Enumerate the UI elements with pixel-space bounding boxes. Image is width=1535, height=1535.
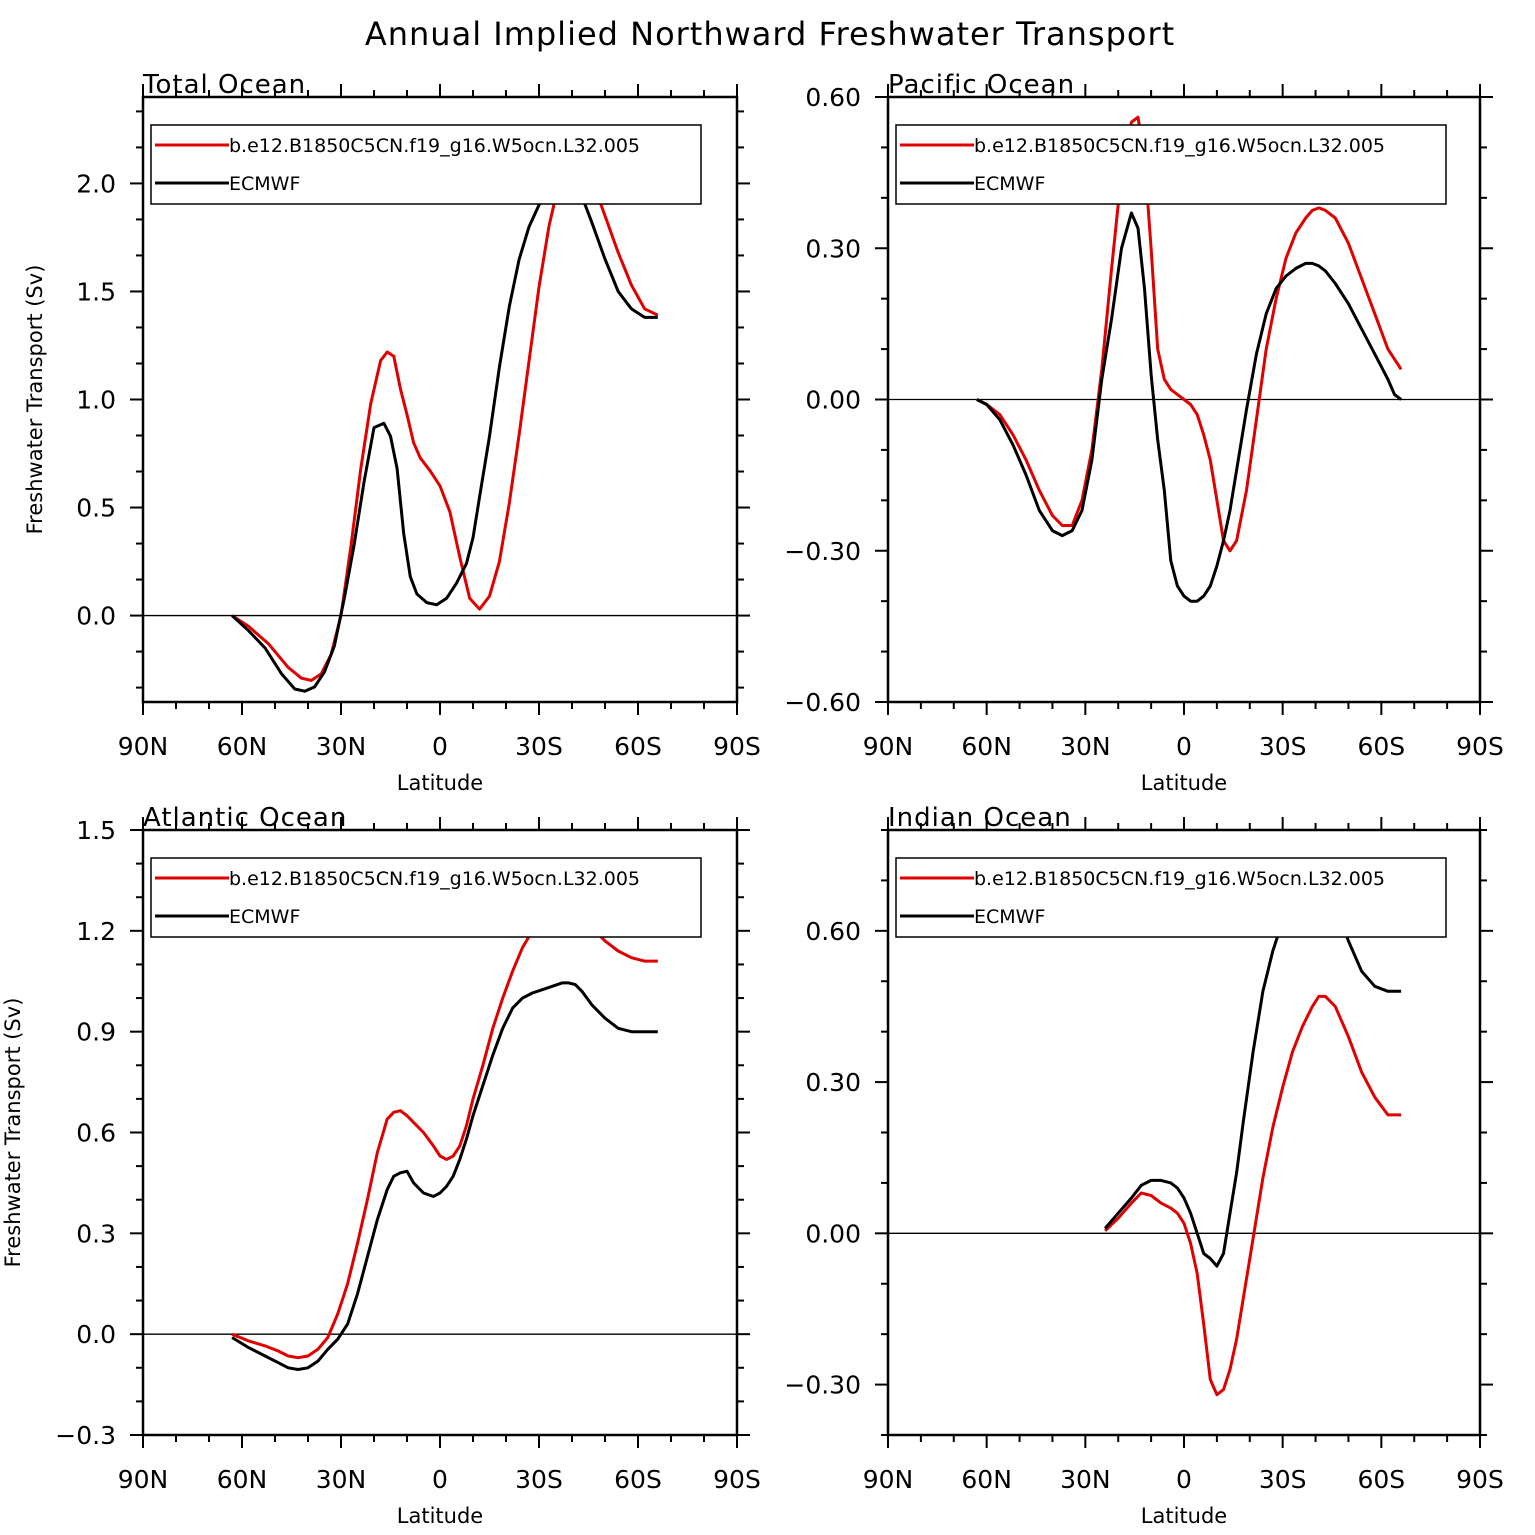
x-tick-label: 90S — [1456, 1465, 1504, 1494]
x-tick-label: 60S — [1357, 732, 1405, 761]
y-tick-label: 0.60 — [805, 83, 861, 112]
series-line-model — [976, 115, 1403, 553]
x-tick-label: 60S — [614, 732, 662, 761]
legend-label: b.e12.B1850C5CN.f19_g16.W5ocn.L32.005 — [974, 868, 1385, 890]
y-tick-label: 0.0 — [76, 602, 116, 631]
panel-title: Total Ocean — [142, 70, 306, 100]
x-tick-label: 60N — [961, 732, 1012, 761]
x-tick-label: 30S — [1259, 732, 1307, 761]
x-tick-label: 90N — [118, 1465, 169, 1494]
y-tick-label: 0.00 — [805, 386, 861, 415]
x-tick-label: 90S — [1456, 732, 1504, 761]
x-axis-label: Latitude — [397, 1504, 483, 1528]
y-tick-label: −0.60 — [784, 688, 861, 717]
y-axis-label: Freshwater Transport (Sv) — [23, 265, 47, 535]
legend-box — [150, 857, 702, 938]
x-tick-label: 60N — [217, 1465, 268, 1494]
x-tick-label: 60S — [1357, 1465, 1405, 1494]
x-axis-label: Latitude — [1141, 771, 1227, 795]
panel-3: Atlantic Ocean 90N 60N 30N 0 30S 60S 90S −0.3 0.0… — [1, 803, 761, 1528]
y-tick-label: 0.3 — [76, 1219, 116, 1248]
y-tick-label: 0.6 — [76, 1119, 116, 1148]
y-tick-label: 0.0 — [76, 1320, 116, 1349]
x-axis-label: Latitude — [1141, 1504, 1227, 1528]
y-tick-label: 0.60 — [805, 917, 861, 946]
y-tick-label: 0.30 — [805, 1068, 861, 1097]
series-line-ecmwf — [976, 211, 1403, 603]
legend-label: b.e12.B1850C5CN.f19_g16.W5ocn.L32.005 — [974, 135, 1385, 157]
x-tick-label: 30N — [1060, 732, 1111, 761]
y-tick-label: 2.0 — [76, 169, 116, 198]
x-tick-label: 30N — [316, 732, 367, 761]
x-tick-label: 60S — [614, 1465, 662, 1494]
y-tick-label: 0.30 — [805, 234, 861, 263]
y-tick-label: −0.3 — [55, 1421, 116, 1450]
panel-title: Indian Ocean — [888, 803, 1072, 833]
figure-title: Annual Implied Northward Freshwater Tran… — [365, 15, 1175, 53]
series-line-model — [1104, 994, 1402, 1397]
legend-label: b.e12.B1850C5CN.f19_g16.W5ocn.L32.005 — [229, 135, 640, 157]
x-tick-label: 0 — [1176, 1465, 1192, 1494]
x-tick-label: 0 — [1176, 732, 1192, 761]
y-tick-label: −0.30 — [784, 1371, 861, 1400]
panel-2: Pacific Ocean 90N 60N 30N 0 30S 60S 90S −0.60 −0.… — [784, 70, 1503, 795]
x-tick-label: 90S — [713, 732, 761, 761]
x-tick-label: 30S — [515, 732, 563, 761]
panels: Total Ocean 90N 60N 30N 0 30S 60S 90S 0.0 0.5 1.0 1… — [1, 70, 1504, 1528]
x-tick-label: 30S — [1259, 1465, 1307, 1494]
y-tick-label: 0.5 — [76, 494, 116, 523]
x-tick-label: 90S — [713, 1465, 761, 1494]
y-tick-label: 1.0 — [76, 386, 116, 415]
legend-box — [895, 857, 1447, 938]
x-tick-label: 30N — [316, 1465, 367, 1494]
x-tick-label: 0 — [432, 1465, 448, 1494]
y-tick-label: 0.9 — [76, 1018, 116, 1047]
panel-4: Indian Ocean 90N 60N 30N 0 30S 60S 90S −0.30 0.00… — [784, 803, 1503, 1528]
y-tick-label: −0.30 — [784, 537, 861, 566]
x-tick-label: 30N — [1060, 1465, 1111, 1494]
legend-label: b.e12.B1850C5CN.f19_g16.W5ocn.L32.005 — [229, 868, 640, 890]
legend-box — [150, 124, 702, 205]
panel-1: Total Ocean 90N 60N 30N 0 30S 60S 90S 0.0 0.5 1.0 1… — [23, 70, 761, 795]
x-tick-label: 60N — [961, 1465, 1012, 1494]
y-tick-label: 1.5 — [76, 816, 116, 845]
panel-title: Pacific Ocean — [888, 70, 1075, 100]
legend-label: ECMWF — [229, 906, 300, 928]
legend-label: ECMWF — [974, 906, 1045, 928]
x-tick-label: 30S — [515, 1465, 563, 1494]
x-tick-label: 60N — [217, 732, 268, 761]
legend-label: ECMWF — [974, 173, 1045, 195]
x-tick-label: 90N — [118, 732, 169, 761]
x-tick-label: 0 — [432, 732, 448, 761]
legend-label: ECMWF — [229, 173, 300, 195]
x-tick-label: 90N — [863, 732, 914, 761]
series-line-ecmwf — [231, 981, 658, 1371]
y-tick-label: 1.5 — [76, 277, 116, 306]
y-tick-label: 0.00 — [805, 1219, 861, 1248]
y-tick-label: 1.2 — [76, 917, 116, 946]
x-axis-label: Latitude — [397, 771, 483, 795]
y-axis-label: Freshwater Transport (Sv) — [1, 998, 25, 1268]
panel-title: Atlantic Ocean — [143, 803, 347, 833]
legend-box — [895, 124, 1447, 205]
x-tick-label: 90N — [863, 1465, 914, 1494]
